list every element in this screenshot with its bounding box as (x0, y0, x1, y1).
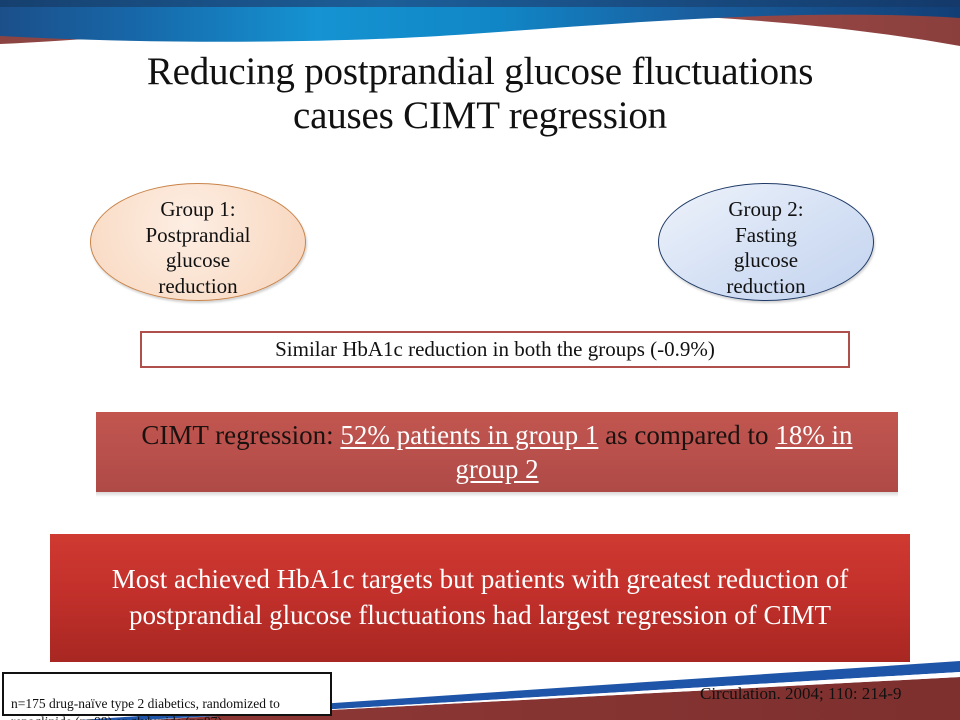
cimt-lead-text: CIMT regression: (141, 419, 341, 450)
hba1c-statement-text: Similar HbA1c reduction in both the grou… (275, 337, 715, 361)
group-1-ellipse[interactable]: Group 1: Postprandial glucose (90, 183, 306, 301)
conclusion-text: Most achieved HbA1c targets but patients… (111, 564, 849, 630)
study-footnote-text: n=175 drug-naïve type 2 diabetics, rando… (11, 695, 280, 720)
cimt-highlight-group1: 52% patients in group 1 (340, 419, 599, 450)
cimt-middle-text: as compared to (598, 419, 776, 450)
cimt-box-shadow (96, 492, 898, 497)
group-1-overflow-label: reduction (158, 274, 238, 298)
cimt-highlight-group2: 18% in group 2 (455, 419, 853, 484)
group-1-label: Group 1: Postprandial glucose (145, 197, 251, 273)
cimt-regression-box: CIMT regression: 52% patients in group 1… (96, 412, 898, 492)
group-2-overflow-label: reduction (726, 274, 806, 298)
title-line-1: Reducing postprandial glucose fluctuatio… (146, 50, 814, 93)
conclusion-box: Most achieved HbA1c targets but patients… (50, 534, 910, 662)
group-2-ellipse[interactable]: Group 2: Fasting glucose (658, 183, 874, 301)
cimt-regression-text: CIMT regression: 52% patients in group 1… (110, 418, 884, 486)
hba1c-statement-box: Similar HbA1c reduction in both the grou… (140, 331, 850, 368)
title-line-2: causes CIMT regression (293, 94, 667, 138)
group-2-label: Group 2: Fasting glucose (728, 197, 804, 273)
page-title: Reducing postprandial glucose fluctuatio… (40, 50, 920, 138)
citation-text: Circulation. 2004; 110: 214-9 (700, 684, 902, 703)
header-banner-decoration (0, 0, 960, 46)
study-footnote-box: n=175 drug-naïve type 2 diabetics, rando… (2, 672, 332, 720)
